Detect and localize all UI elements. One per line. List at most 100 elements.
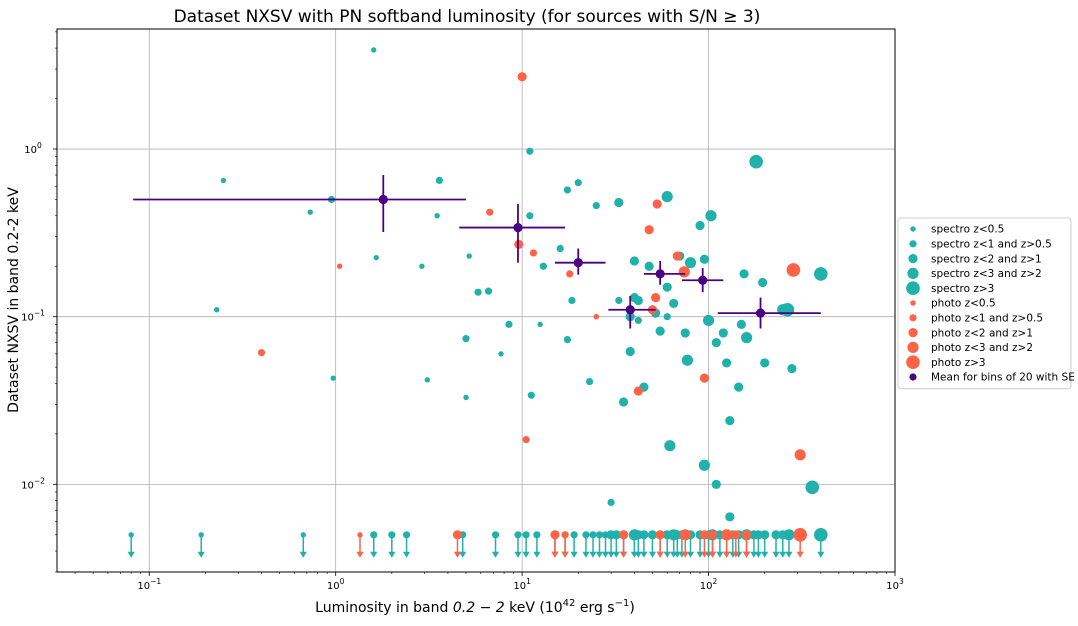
legend-label: photo z<0.5 bbox=[931, 298, 996, 310]
mean-bin-point bbox=[133, 175, 467, 233]
data-point bbox=[629, 256, 639, 266]
upper-limit-marker bbox=[589, 531, 597, 558]
data-point bbox=[725, 415, 735, 426]
legend-item: Mean for bins of 20 with SE bbox=[909, 372, 1075, 384]
x-axis-label: Luminosity in band 0.2 − 2 keV (1042 erg… bbox=[315, 598, 635, 616]
data-point bbox=[593, 313, 600, 320]
y-tick-label: 10−2 bbox=[21, 476, 45, 491]
x-tick-label: 102 bbox=[700, 577, 718, 592]
upper-limit-marker bbox=[721, 529, 733, 558]
data-point bbox=[213, 307, 220, 313]
legend-label: photo z<3 and z>2 bbox=[931, 342, 1033, 354]
upper-limit-marker bbox=[595, 531, 604, 558]
data-point bbox=[718, 328, 728, 338]
mean-bin-point bbox=[717, 297, 821, 329]
data-point bbox=[699, 254, 710, 264]
data-point bbox=[556, 244, 564, 253]
data-point bbox=[661, 191, 673, 203]
data-point bbox=[419, 263, 425, 269]
data-point bbox=[722, 358, 732, 368]
data-point bbox=[529, 249, 538, 257]
data-point bbox=[563, 186, 572, 194]
upper-limit-marker bbox=[533, 531, 541, 558]
data-point bbox=[527, 391, 535, 399]
data-point bbox=[663, 313, 671, 321]
x-tick-label: 10−1 bbox=[137, 577, 161, 592]
data-point bbox=[526, 147, 534, 155]
upper-limit-marker bbox=[760, 530, 770, 558]
data-point bbox=[678, 266, 690, 278]
data-point bbox=[633, 295, 643, 306]
data-point bbox=[607, 498, 615, 507]
data-point bbox=[307, 209, 313, 215]
data-point bbox=[786, 263, 801, 277]
data-point bbox=[537, 321, 543, 328]
data-point bbox=[681, 354, 694, 366]
data-point bbox=[702, 314, 715, 327]
x-tick-label: 101 bbox=[513, 577, 531, 592]
data-point bbox=[760, 358, 770, 368]
data-point bbox=[336, 263, 343, 269]
upper-limit-marker bbox=[639, 530, 649, 558]
upper-limit-marker bbox=[452, 530, 463, 558]
legend-label: photo z<2 and z>1 bbox=[931, 327, 1033, 339]
data-point bbox=[699, 373, 710, 383]
data-point bbox=[474, 288, 482, 296]
data-point bbox=[672, 251, 682, 261]
data-point bbox=[787, 364, 797, 374]
data-point bbox=[563, 336, 572, 344]
y-tick-label: 10−1 bbox=[21, 309, 45, 324]
plot-frame bbox=[56, 28, 896, 573]
data-point bbox=[373, 254, 379, 261]
data-point bbox=[644, 225, 654, 235]
upper-limit-marker bbox=[707, 530, 718, 558]
x-tick-label: 103 bbox=[886, 577, 904, 592]
legend-item: spectro z<0.5 bbox=[910, 224, 1004, 236]
data-point bbox=[739, 269, 749, 279]
legend-item: photo z<2 and z>1 bbox=[908, 327, 1033, 339]
data-point bbox=[705, 210, 717, 222]
upper-limit-marker bbox=[514, 531, 522, 558]
data-point bbox=[644, 261, 654, 271]
data-point bbox=[711, 338, 721, 348]
legend-marker bbox=[910, 226, 916, 232]
y-axis-label: Dataset NXSV in band 0.2-2 keV bbox=[6, 187, 22, 413]
data-point bbox=[680, 328, 690, 338]
upper-limit-marker bbox=[388, 531, 396, 558]
legend-marker bbox=[906, 281, 920, 296]
legend-item: photo z<3 and z>2 bbox=[907, 341, 1033, 354]
upper-limit-marker bbox=[771, 530, 781, 558]
data-point bbox=[794, 449, 806, 461]
axes: 10−1 100 101 102 103 10−2 10−1 100 bbox=[21, 31, 904, 592]
data-point bbox=[526, 212, 534, 220]
upper-limit-marker bbox=[402, 531, 411, 558]
data-point bbox=[695, 220, 705, 231]
data-point bbox=[618, 397, 629, 407]
legend-marker bbox=[906, 355, 920, 370]
y-tick-label: 100 bbox=[24, 141, 42, 156]
upper-limit-marker bbox=[550, 530, 560, 558]
upper-limit-marker bbox=[299, 532, 307, 558]
legend-label: spectro z<3 and z>2 bbox=[931, 268, 1042, 280]
data-point bbox=[585, 378, 594, 386]
legend-item: photo z<0.5 bbox=[910, 298, 996, 310]
legend-item: spectro z<2 and z>1 bbox=[908, 253, 1042, 265]
legend-label: spectro z<0.5 bbox=[931, 224, 1004, 236]
data-point bbox=[220, 177, 227, 184]
data-point bbox=[633, 386, 643, 396]
upper-limit-marker bbox=[668, 529, 680, 558]
data-point bbox=[758, 277, 768, 288]
legend-label: Mean for bins of 20 with SE bbox=[931, 372, 1075, 384]
data-point bbox=[655, 326, 665, 336]
data-point bbox=[734, 382, 744, 392]
upper-limit-marker bbox=[742, 530, 752, 558]
legend-item: photo z>3 bbox=[906, 355, 986, 370]
legend-label: photo z<1 and z>0.5 bbox=[931, 313, 1043, 325]
data-point bbox=[749, 154, 763, 169]
data-point bbox=[736, 319, 746, 329]
data-point bbox=[424, 377, 431, 383]
chart-title: Dataset NXSV with PN softband luminosity… bbox=[174, 7, 761, 27]
data-point bbox=[539, 262, 547, 270]
mean-bin-point bbox=[681, 268, 724, 293]
